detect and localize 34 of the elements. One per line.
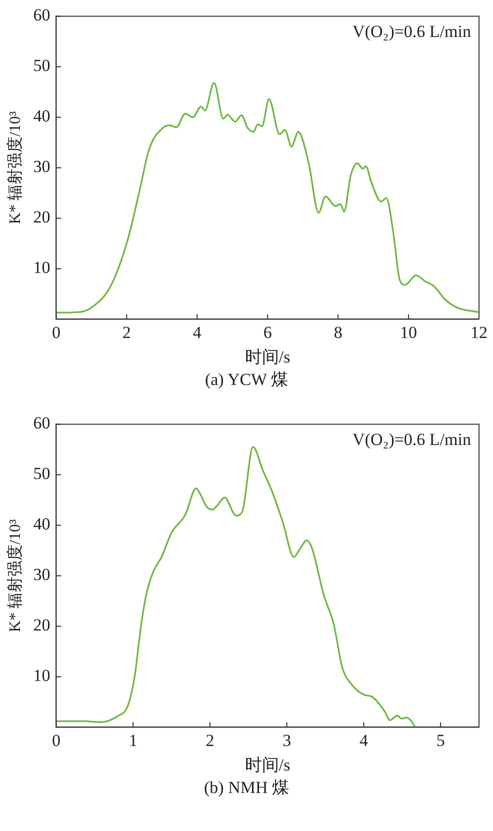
y-tick-label: 40 <box>33 106 50 126</box>
y-tick-label: 10 <box>33 258 50 278</box>
x-tick-label: 4 <box>359 730 368 750</box>
y-axis-title: K* 辐射强度/10³ <box>6 519 24 632</box>
text: (a) YCW 煤 <box>204 369 290 391</box>
x-tick-label: 5 <box>436 730 445 750</box>
x-axis-title: 时间/s <box>244 755 290 774</box>
y-tick-label: 30 <box>33 565 50 584</box>
line-series <box>56 82 479 314</box>
x-tick-label: 4 <box>192 322 202 342</box>
y-tick-label: 50 <box>33 464 50 484</box>
x-tick-label: 2 <box>206 730 214 750</box>
text: (b) NMH 煤 <box>203 777 290 799</box>
annotation: V(O₂)=0.6 L/min <box>352 430 472 450</box>
y-axis-title: K* 辐射强度/10³ <box>6 111 24 224</box>
y-tick-label: 40 <box>33 514 50 534</box>
y-tick-label: 10 <box>33 666 50 686</box>
y-tick-label: 50 <box>33 56 50 76</box>
x-tick-label: 12 <box>470 322 488 342</box>
x-tick-label: 10 <box>400 322 418 342</box>
y-tick-label: 30 <box>33 157 50 176</box>
y-tick-label: 20 <box>33 208 50 227</box>
x-tick-label: 6 <box>263 322 272 342</box>
x-tick-label: 1 <box>128 730 138 750</box>
x-axis-title: 时间/s <box>244 347 290 366</box>
x-tick-label: 8 <box>334 322 342 342</box>
y-tick-label: 60 <box>33 414 50 433</box>
y-tick-label: 60 <box>33 6 50 25</box>
y-tick-label: 20 <box>33 616 50 635</box>
x-tick-label: 2 <box>122 322 131 342</box>
x-tick-label: 0 <box>52 322 60 342</box>
x-tick-label: 3 <box>282 730 292 750</box>
x-tick-label: 0 <box>52 730 60 750</box>
annotation: V(O₂)=0.6 L/min <box>352 22 472 42</box>
